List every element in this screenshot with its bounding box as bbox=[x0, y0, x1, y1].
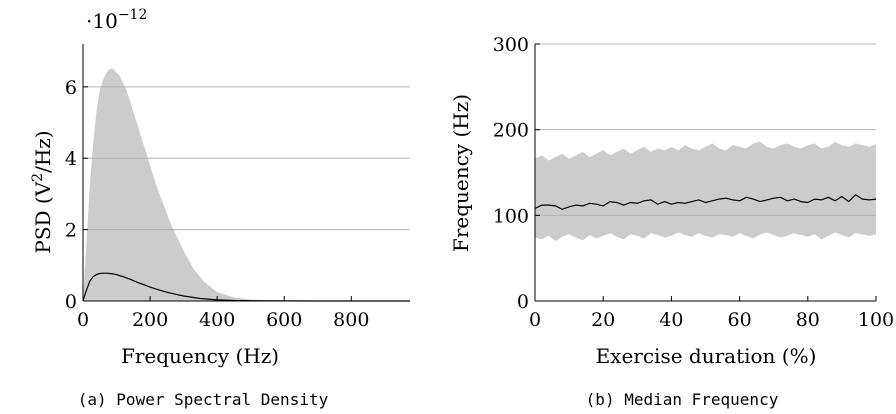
median-x-tick-label: 100 bbox=[858, 309, 894, 331]
psd-y-multiplier: ·10−12 bbox=[86, 7, 147, 33]
median-band-area bbox=[535, 141, 876, 241]
median-caption: (b) Median Frequency bbox=[586, 390, 779, 409]
psd-y-tick-label: 0 bbox=[65, 291, 77, 313]
median-x-tick-label: 60 bbox=[728, 309, 752, 331]
median-frequency-line bbox=[534, 194, 877, 210]
psd-x-tick-label: 200 bbox=[132, 309, 168, 331]
psd-range-band bbox=[83, 69, 285, 301]
median-x-axis-title: Exercise duration (%) bbox=[596, 344, 817, 368]
psd-x-axis-title: Frequency (Hz) bbox=[121, 344, 279, 368]
median-range-band bbox=[535, 141, 876, 241]
median-x-tick-label: 20 bbox=[591, 309, 615, 331]
psd-band-area bbox=[83, 69, 285, 301]
median-y-tick-label: 0 bbox=[517, 291, 529, 313]
median-axes bbox=[534, 44, 876, 302]
psd-x-tick-label: 600 bbox=[266, 309, 302, 331]
median-y-tick-label: 200 bbox=[493, 120, 529, 142]
median-y-tick-label: 100 bbox=[493, 205, 529, 227]
psd-x-tick-label: 800 bbox=[333, 309, 369, 331]
psd-x-tick-label: 400 bbox=[199, 309, 235, 331]
psd-caption: (a) Power Spectral Density bbox=[78, 390, 329, 409]
psd-chart: 0 200 400 600 800 0 2 4 6 ·10−12 Frequency (Hz)… bbox=[30, 7, 410, 409]
psd-y-ticks: 0 2 4 6 bbox=[65, 77, 88, 313]
psd-y-tick-label: 4 bbox=[65, 148, 77, 170]
median-x-tick-label: 0 bbox=[529, 309, 541, 331]
median-x-tick-label: 80 bbox=[796, 309, 820, 331]
psd-x-tick-label: 0 bbox=[77, 309, 89, 331]
median-y-ticks: 0 100 200 300 bbox=[493, 34, 540, 313]
psd-y-tick-label: 2 bbox=[65, 220, 77, 242]
psd-y-tick-label: 6 bbox=[65, 77, 77, 99]
median-y-tick-label: 300 bbox=[493, 34, 529, 56]
median-y-axis-title: Frequency (Hz) bbox=[449, 94, 473, 252]
psd-y-axis-title: PSD (V2/Hz) bbox=[30, 130, 55, 253]
median-series-line bbox=[534, 194, 877, 210]
median-x-tick-label: 40 bbox=[659, 309, 683, 331]
median-x-ticks: 0 20 40 60 80 100 bbox=[529, 296, 894, 331]
psd-x-ticks: 0 200 400 600 800 bbox=[77, 296, 369, 331]
median-frequency-chart: 0 20 40 60 80 100 0 100 200 300 Exercise duratio… bbox=[449, 34, 894, 409]
